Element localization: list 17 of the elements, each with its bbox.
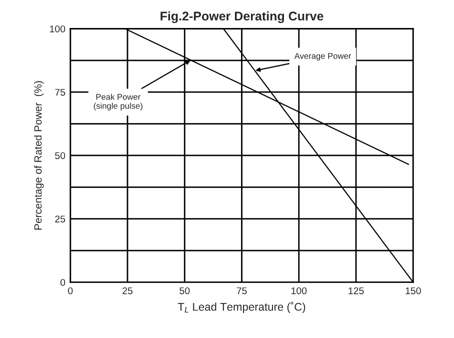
x-tick-label: 25 [122,287,132,294]
y-axis-title: Percentage of Rated Power (%) [34,81,44,230]
x-tick-label: 125 [348,287,364,294]
x-tick-label: 75 [236,287,247,294]
annotation: Average Power [294,53,352,61]
y-tick-label: 75 [55,88,66,96]
x-tick-label: 0 [68,287,73,294]
annotation: Peak Power (single pulse) [94,94,142,110]
x-tick-label: 100 [292,287,307,294]
y-tick-label: 50 [55,152,66,160]
y-tick-label: 25 [55,216,66,222]
x-axis-title: T$_{L}$ Lead Temperature (˚C) [178,302,306,313]
x-tick-label: 150 [406,287,421,294]
y-tick-label: 0 [60,278,66,286]
y-tick-label: 100 [50,25,66,32]
x-tick-label: 50 [180,287,190,294]
chart-title: Fig.2-Power Derating Curve [160,11,324,24]
